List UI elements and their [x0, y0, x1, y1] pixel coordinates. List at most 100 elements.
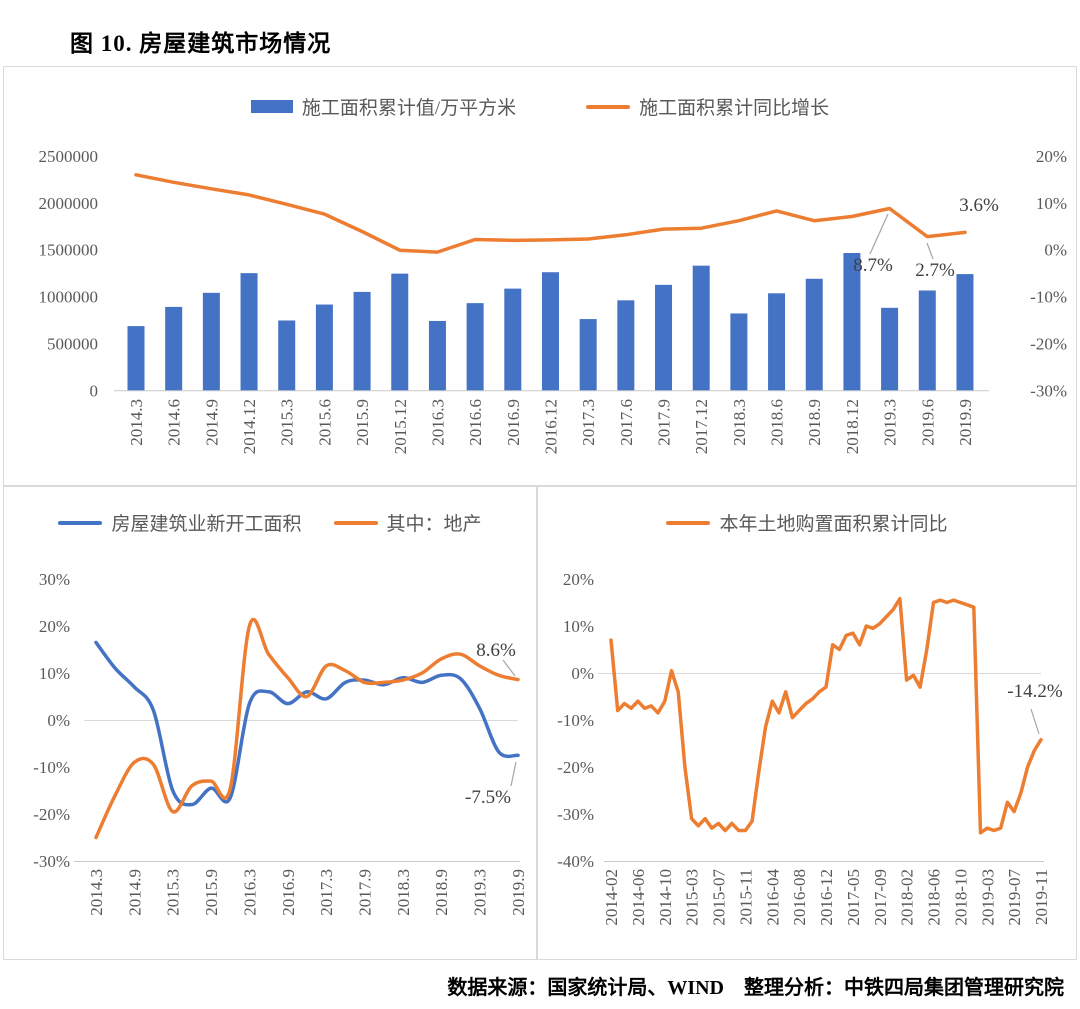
x-axis-tick-label: 2019.6	[918, 399, 937, 446]
x-axis-tick-label: 2014.3	[127, 399, 146, 446]
x-axis-tick-label: 2014.9	[125, 869, 144, 916]
annotation-label: 2.7%	[915, 260, 955, 281]
annotation-label: 8.7%	[853, 255, 893, 276]
x-axis-tick-label: 2018-10	[951, 869, 970, 926]
bar	[730, 313, 748, 391]
bar	[278, 320, 296, 391]
bar	[165, 306, 183, 391]
left-axis-tick-label: 500000	[47, 334, 98, 353]
x-axis-tick-label: 2019.9	[956, 399, 975, 446]
x-axis-tick-label: 2018.3	[394, 869, 413, 916]
annotation-label: -7.5%	[465, 787, 511, 808]
x-axis-tick-label: 2015.9	[202, 869, 221, 916]
x-axis-tick-label: 2017.9	[356, 869, 375, 916]
land-purchase-chart: 20% 10% 0% -10% -20% -30% -40% 2014-02 2014-06 20…	[557, 570, 1063, 926]
y-axis-tick-label: -40%	[557, 852, 594, 871]
x-axis-tick-label: 2018-06	[925, 869, 944, 926]
legend-label: 房屋建筑业新开工面积	[111, 514, 302, 535]
bar	[428, 320, 446, 391]
legend-label: 施工面积累计值/万平方米	[301, 98, 517, 119]
construction-chart-legend: 施工面积累计值/万平方米 施工面积累计同比增长	[4, 93, 1076, 120]
x-axis-tick-label: 2016.6	[466, 399, 485, 446]
y-axis-tick-label: -30%	[557, 805, 594, 824]
x-axis-tick-label: 2015-11	[736, 869, 755, 925]
new-starts-chart-panel: 房屋建筑业新开工面积 其中：地产 30% 20% 10% 0% -10% -20% -30%…	[3, 486, 537, 960]
growth-line-series	[134, 173, 967, 254]
x-axis-tick-label: 2015-03	[683, 869, 702, 926]
y-axis-tick-label: -10%	[33, 758, 70, 777]
land-purchase-chart-panel: 本年土地购置面积累计同比 20% 10% 0% -10% -20% -30% -40% 201…	[537, 486, 1077, 960]
x-axis-tick-label: 2018.9	[432, 869, 451, 916]
annotation-label: 3.6%	[959, 195, 999, 216]
bar	[692, 265, 710, 391]
x-axis-tick-label: 2018-02	[898, 869, 917, 926]
bar	[843, 253, 861, 391]
x-axis-tick-label: 2017.3	[317, 869, 336, 916]
left-axis-tick-label: 2000000	[39, 194, 99, 213]
x-axis-tick-label: 2016.9	[279, 869, 298, 916]
page-title: 图 10. 房屋建筑市场情况	[70, 31, 332, 56]
bar-series	[127, 253, 974, 391]
x-axis-tick-label: 2018.12	[843, 399, 862, 454]
y-axis-tick-label: 30%	[39, 570, 70, 589]
x-axis-tick-label: 2014-02	[602, 869, 621, 926]
x-axis-tick-label: 2015.9	[353, 399, 372, 446]
legend-label: 其中：地产	[386, 514, 482, 535]
x-axis-tick-label: 2017.6	[617, 399, 636, 446]
legend-item-construction-area: 施工面积累计值/万平方米	[250, 93, 517, 120]
annotation-label: -14.2%	[1007, 681, 1063, 702]
line-series-swatch	[666, 520, 711, 525]
x-axis-tick-label: 2016.12	[541, 399, 560, 454]
bar-series-swatch	[250, 100, 293, 113]
x-axis-tick-label: 2016.3	[240, 869, 259, 916]
x-axis-tick-label: 2014.3	[87, 869, 106, 916]
bar	[579, 319, 597, 391]
y-axis-tick-label: -30%	[33, 852, 70, 871]
new-starts-chart-legend: 房屋建筑业新开工面积 其中：地产	[4, 509, 536, 536]
y-axis-tick-label: -20%	[33, 805, 70, 824]
bar	[315, 304, 333, 391]
x-axis-tick-label: 2015-07	[710, 869, 729, 926]
line-series-swatch	[58, 520, 103, 525]
bar	[353, 291, 371, 391]
right-axis-tick-label: 10%	[1036, 194, 1067, 213]
left-axis-tick-label: 1000000	[39, 288, 99, 307]
construction-area-chart: 2500000 2000000 1500000 1000000 500000 0 20% 10…	[39, 147, 1068, 454]
right-axis-tick-label: -20%	[1030, 334, 1067, 353]
bar	[655, 284, 673, 391]
bar	[202, 292, 220, 391]
bar	[541, 272, 559, 391]
bar	[956, 274, 974, 391]
line-series	[94, 640, 520, 807]
x-axis-tick-label: 2016.9	[504, 399, 523, 446]
y-axis-tick-label: 20%	[563, 570, 594, 589]
x-axis-tick-label: 2019.3	[881, 399, 900, 446]
legend-item-construction-growth: 施工面积累计同比增长	[586, 93, 829, 120]
bar	[391, 273, 409, 391]
x-axis-tick-label: 2014.6	[165, 399, 184, 446]
annotation-leader-line	[510, 761, 517, 787]
y-axis-tick-label: -10%	[557, 711, 594, 730]
y-axis-tick-label: 0%	[47, 711, 70, 730]
x-axis-tick-label: 2017.12	[692, 399, 711, 454]
legend-item-land-purchase: 本年土地购置面积累计同比	[666, 509, 948, 536]
source-note: 数据来源：国家统计局、WIND 整理分析：中铁四局集团管理研究院	[447, 977, 1064, 999]
line-series-swatch	[333, 520, 378, 525]
x-axis-tick-label: 2016-12	[817, 869, 836, 926]
x-axis-tick-label: 2019.9	[509, 869, 528, 916]
x-axis-tick-label: 2014.12	[240, 399, 259, 454]
x-axis-tick-label: 2014-06	[629, 869, 648, 926]
new-starts-chart: 30% 20% 10% 0% -10% -20% -30% 2014.3 2014.9 2015.…	[33, 570, 528, 916]
x-axis-tick-label: 2015.12	[391, 399, 410, 454]
x-axis-tick-label: 2019-03	[978, 869, 997, 926]
bar	[240, 273, 258, 391]
right-axis-tick-label: 20%	[1036, 147, 1067, 166]
x-axis-tick-label: 2016-04	[763, 869, 782, 926]
x-axis-tick-label: 2017-05	[844, 869, 863, 926]
x-axis-tick-label: 2016-08	[790, 869, 809, 926]
annotation-leader-line	[869, 213, 889, 255]
right-axis-tick-label: -10%	[1030, 288, 1067, 307]
bar	[504, 288, 522, 391]
bar	[617, 300, 635, 391]
annotation-leader-line	[502, 659, 516, 677]
